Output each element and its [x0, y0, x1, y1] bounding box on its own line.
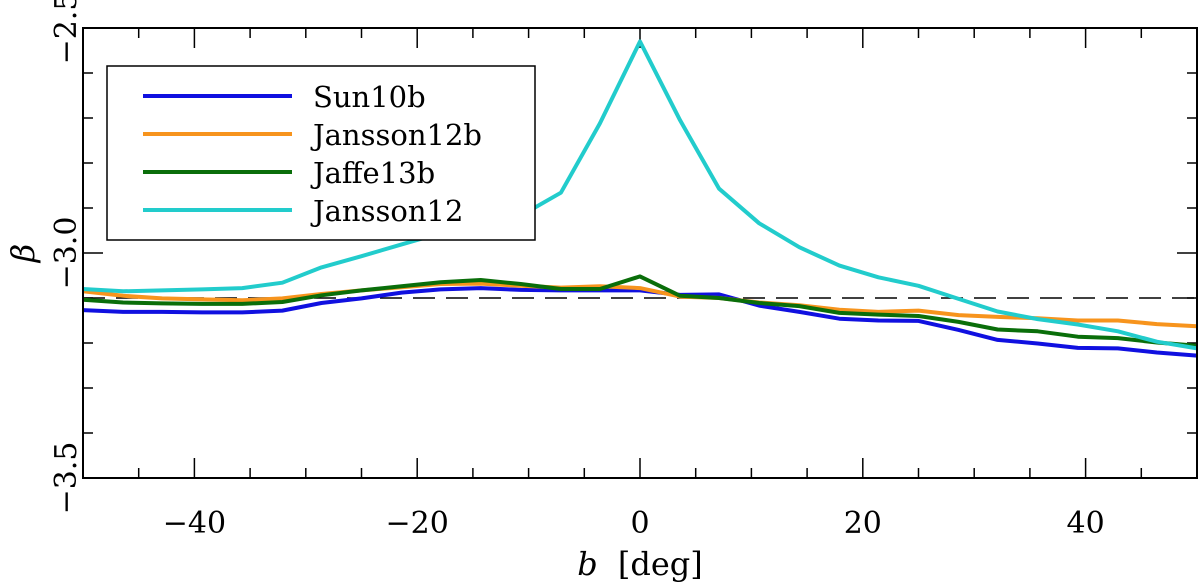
y-tick-label: −3.0: [49, 217, 84, 290]
tick-marks: [82, 27, 1198, 479]
legend: Sun10b Jansson12b Jaffe13b Jansson12: [106, 65, 536, 241]
series-line-jansson12: [82, 39, 1198, 351]
y-axis-label: β: [4, 244, 42, 264]
x-tick-label: 20: [844, 506, 882, 541]
x-axis-variable: b: [577, 545, 597, 583]
x-axis-label: b [deg]: [577, 545, 703, 583]
legend-label-jansson12b: Jansson12b: [310, 118, 482, 152]
series-line-jaffe13b: [82, 274, 1198, 348]
y-tick-label: −3.5: [49, 442, 84, 515]
legend-label-jansson12: Jansson12: [310, 194, 463, 228]
series-line-sun10b: [82, 286, 1198, 358]
legend-items: Sun10b Jansson12b Jaffe13b Jansson12: [143, 80, 482, 228]
series-line-jansson12b: [82, 281, 1198, 329]
y-tick-label: −2.5: [49, 0, 84, 64]
legend-label-sun10b: Sun10b: [313, 80, 426, 114]
tick-labels: −40 −20 0 20 40 −3.5 −3.0 −2.5: [49, 0, 1105, 541]
legend-label-jaffe13b: Jaffe13b: [310, 156, 435, 190]
x-tick-label: 40: [1067, 506, 1105, 541]
x-tick-label: 0: [630, 506, 649, 541]
x-tick-label: −40: [163, 506, 226, 541]
plot-frame: [82, 27, 1198, 479]
series-lines: [82, 39, 1198, 358]
x-tick-label: −20: [386, 506, 449, 541]
x-axis-unit: [deg]: [618, 545, 703, 583]
